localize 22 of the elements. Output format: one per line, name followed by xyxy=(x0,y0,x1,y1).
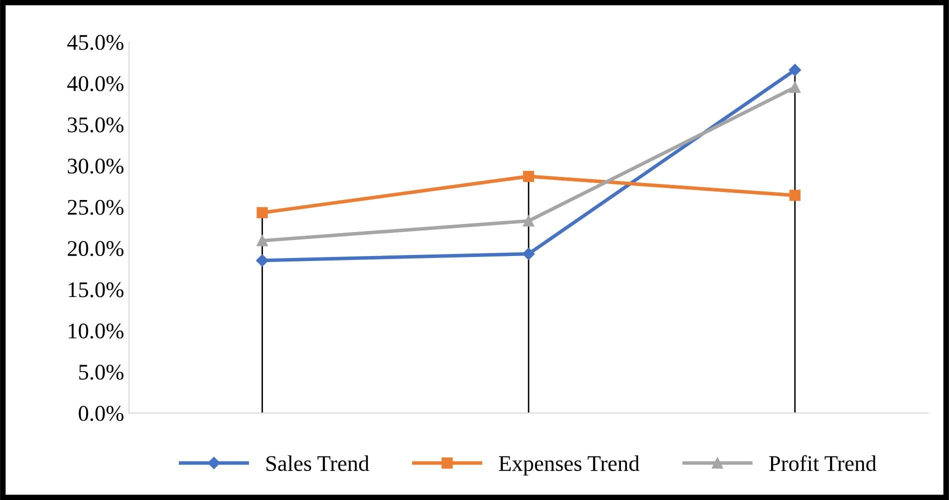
point xyxy=(523,170,534,182)
y-tick-label: 5.0% xyxy=(79,364,124,380)
point xyxy=(788,64,802,76)
y-tick-label: 45.0% xyxy=(67,34,124,50)
legend-label: Expenses Trend xyxy=(498,455,640,476)
point xyxy=(256,235,268,246)
y-tick-label: 15.0% xyxy=(68,282,124,298)
y-tick-label: 40.0% xyxy=(67,76,124,92)
y-tick-label: 35.0% xyxy=(68,117,124,132)
point xyxy=(256,207,268,218)
y-tick-label: 30.0% xyxy=(68,158,124,174)
point xyxy=(789,190,800,201)
y-tick-label: 20.0% xyxy=(68,241,124,256)
y-tick-label: 25.0% xyxy=(68,200,124,215)
y-tick-label: 0.0% xyxy=(78,406,124,422)
legend-label: Sales Trend xyxy=(266,455,370,472)
point xyxy=(256,254,268,267)
y-tick-label: 10.0% xyxy=(68,323,124,339)
point xyxy=(789,82,800,93)
point xyxy=(523,215,534,226)
legend-label: Profit Trend xyxy=(769,455,876,472)
point xyxy=(522,248,535,260)
